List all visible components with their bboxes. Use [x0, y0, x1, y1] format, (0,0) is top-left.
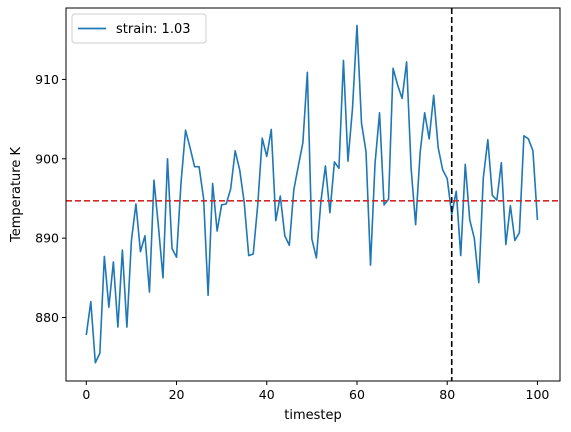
x-tick-label: 20	[169, 387, 185, 402]
plot-area	[66, 8, 560, 381]
x-tick-label: 40	[259, 387, 275, 402]
x-tick-label: 80	[439, 387, 455, 402]
y-tick-label: 890	[35, 231, 59, 246]
series-line-0	[85, 24, 539, 364]
x-tick-label: 60	[349, 387, 365, 402]
x-tick-label: 0	[82, 387, 90, 402]
x-axis-label: timestep	[284, 408, 342, 423]
y-tick-label: 880	[35, 310, 59, 325]
legend: strain: 1.03	[71, 13, 207, 44]
legend-entry-label: strain: 1.03	[116, 22, 191, 37]
axis-ticks: 0 20 40 60 80 100 880 890 900 910	[35, 72, 549, 402]
x-tick-label: 100	[526, 387, 550, 402]
y-axis-label: Temperature K	[9, 147, 24, 243]
y-tick-label: 910	[35, 72, 59, 87]
axes-frame	[65, 7, 561, 382]
y-tick-label: 900	[35, 151, 59, 166]
legend-box	[71, 13, 207, 44]
